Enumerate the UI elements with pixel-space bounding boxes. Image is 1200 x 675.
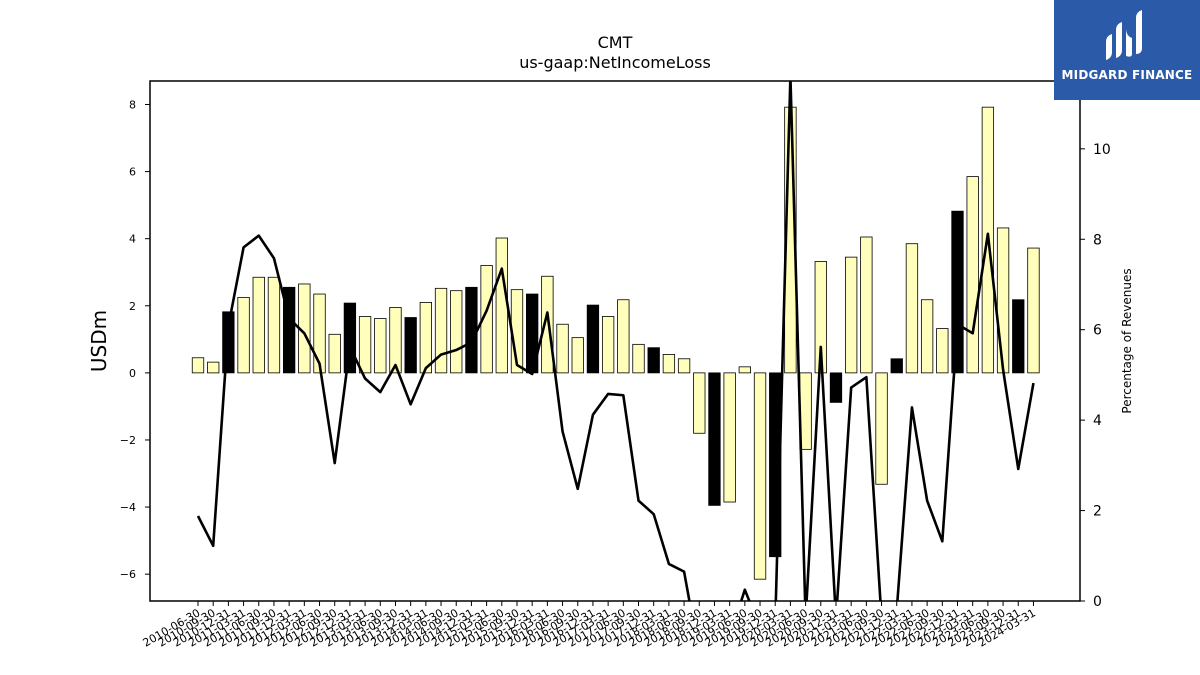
bar-2011-03-31 bbox=[237, 296, 250, 374]
bar-2016-06-30 bbox=[556, 323, 569, 374]
bar-2016-12-31 bbox=[586, 304, 600, 374]
bar-2023-03-31 bbox=[966, 176, 979, 374]
bar-series bbox=[191, 106, 1040, 580]
bar-2021-09-30 bbox=[875, 372, 888, 485]
pct-of-revenues-line bbox=[196, 81, 1035, 601]
bar-2022-12-31 bbox=[951, 210, 964, 374]
bar-2021-06-30 bbox=[860, 236, 873, 374]
right-tick-label: 8 bbox=[1093, 232, 1102, 248]
bar-2015-06-30 bbox=[495, 237, 508, 374]
left-tick-label: 2 bbox=[129, 300, 136, 313]
bar-2012-06-30 bbox=[313, 293, 326, 374]
left-tick-label: 4 bbox=[129, 233, 136, 246]
chart-subtitle: us-gaap:NetIncomeLoss bbox=[519, 53, 711, 72]
bar-2016-03-31 bbox=[541, 275, 554, 374]
bar-2012-12-31 bbox=[343, 302, 357, 374]
right-tick-label: 4 bbox=[1093, 413, 1102, 429]
bar-2015-03-31 bbox=[480, 265, 493, 374]
left-tick-label: −2 bbox=[120, 434, 136, 447]
bar-2018-06-30 bbox=[677, 358, 691, 374]
bar-2019-06-30 bbox=[738, 366, 751, 374]
bar-2010-09-30 bbox=[207, 361, 220, 374]
brand-name: MIDGARD FINANCE bbox=[1061, 68, 1193, 82]
bar-2010-06-30 bbox=[191, 357, 205, 374]
bar-2014-09-30 bbox=[450, 290, 463, 374]
bar-2014-03-31 bbox=[419, 302, 433, 374]
bar-2017-06-30 bbox=[617, 299, 630, 374]
bar-2022-09-30 bbox=[936, 328, 949, 374]
bar-2017-03-31 bbox=[601, 316, 615, 374]
bar-2024-03-31 bbox=[1027, 247, 1040, 374]
bar-2021-03-31 bbox=[845, 256, 858, 374]
bar-2019-09-30 bbox=[753, 372, 767, 580]
bar-2018-12-31 bbox=[708, 372, 721, 506]
left-axis: −6 −4 −2 0 2 4 6 8 bbox=[120, 98, 150, 581]
x-axis: 2010-06-302010-09-302010-12-312011-03-31… bbox=[141, 601, 1038, 650]
bar-2019-12-31 bbox=[769, 372, 782, 558]
bar-2022-06-30 bbox=[920, 299, 934, 374]
bar-2017-09-30 bbox=[632, 343, 645, 374]
right-axis-label: Percentage of Revenues bbox=[1120, 268, 1134, 413]
bar-2013-09-30 bbox=[389, 307, 402, 374]
left-tick-label: 6 bbox=[129, 166, 136, 179]
bar-2020-12-31 bbox=[829, 372, 843, 403]
bar-2023-09-30 bbox=[996, 227, 1010, 374]
right-tick-label: 2 bbox=[1093, 504, 1102, 520]
brand-logo: MIDGARD FINANCE bbox=[1054, 0, 1200, 100]
bar-2013-12-31 bbox=[404, 317, 417, 374]
bar-2019-03-31 bbox=[723, 372, 736, 503]
left-tick-label: 0 bbox=[129, 367, 136, 380]
bar-2018-09-30 bbox=[693, 372, 706, 434]
left-tick-label: 8 bbox=[129, 98, 136, 111]
bar-2017-12-31 bbox=[647, 347, 660, 374]
left-tick-label: −4 bbox=[120, 501, 136, 514]
bar-2020-09-30 bbox=[814, 261, 827, 374]
plot-frame bbox=[149, 80, 1081, 602]
bar-2021-12-31 bbox=[890, 358, 903, 374]
line-series bbox=[196, 81, 1035, 601]
bar-2013-06-30 bbox=[374, 318, 387, 374]
bar-2018-03-31 bbox=[662, 354, 676, 374]
bar-2023-12-31 bbox=[1012, 299, 1025, 374]
left-axis-label: USDm bbox=[87, 310, 111, 372]
right-tick-label: 6 bbox=[1093, 323, 1102, 339]
bar-2014-12-31 bbox=[465, 286, 478, 374]
right-tick-label: 10 bbox=[1093, 142, 1111, 158]
left-tick-label: −6 bbox=[120, 568, 136, 581]
bar-2013-03-31 bbox=[358, 316, 372, 374]
bar-2011-09-30 bbox=[267, 276, 281, 374]
bar-2012-09-30 bbox=[328, 333, 341, 374]
bar-2014-06-30 bbox=[434, 287, 448, 374]
bar-2016-09-30 bbox=[571, 337, 584, 374]
bar-2011-06-30 bbox=[252, 276, 265, 374]
right-axis: 0 2 4 6 8 10 bbox=[1080, 142, 1111, 610]
bar-2011-12-31 bbox=[282, 286, 296, 374]
bar-2022-03-31 bbox=[905, 243, 919, 374]
midgard-logo-icon bbox=[1106, 10, 1142, 60]
chart-title: CMT bbox=[598, 33, 633, 52]
right-tick-label: 0 bbox=[1093, 594, 1102, 610]
